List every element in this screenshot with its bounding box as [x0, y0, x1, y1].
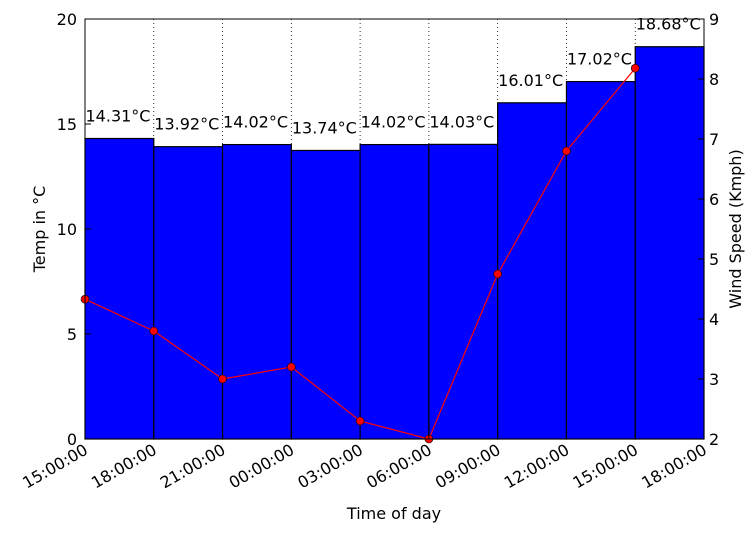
y2-tick-label: 9 [709, 10, 719, 29]
x-tick-label: 15:00:00 [19, 440, 91, 492]
y2-tick-label: 6 [709, 190, 719, 209]
wind-speed-point [630, 63, 640, 73]
bar-value-label: 14.31°C [86, 106, 151, 125]
x-tick-label: 00:00:00 [226, 440, 298, 492]
bar-value-labels: 14.31°C 13.92°C 14.02°C 13.74°C 14.02°C 14.03… [86, 15, 701, 138]
y-tick-label: 20 [57, 10, 77, 29]
temperature-bar [634, 46, 705, 440]
wind-speed-point [218, 374, 227, 384]
x-tick-label: 03:00:00 [294, 440, 366, 492]
bar-value-label: 18.68°C [636, 15, 701, 34]
x-tick-label: 18:00:00 [88, 440, 160, 492]
temperature-bar [565, 80, 636, 440]
bar-value-label: 14.03°C [429, 112, 494, 131]
wind-speed-point [149, 326, 159, 336]
temperature-bar [359, 143, 430, 440]
x-tick-label: 15:00:00 [569, 440, 641, 492]
y2-tick-label: 4 [709, 310, 719, 329]
bar-value-label: 13.92°C [154, 115, 219, 134]
wind-speed-point [355, 416, 365, 426]
temperature-bar [497, 102, 568, 440]
bar-value-label: 13.74°C [292, 118, 357, 137]
y-tick-label: 10 [57, 220, 77, 239]
y2-tick-label: 7 [709, 130, 719, 149]
y-tick-label: 15 [57, 115, 77, 134]
temperature-bars [84, 46, 705, 440]
temperature-bar [221, 143, 292, 440]
y2-axis-label: Wind Speed (Kmph) [726, 149, 745, 308]
temperature-bar [153, 146, 224, 440]
y-tick-label: 0 [67, 430, 77, 449]
temperature-bar [84, 137, 155, 440]
y-tick-label: 5 [67, 325, 77, 344]
y2-tick-label: 2 [709, 430, 719, 449]
x-tick-label: 18:00:00 [638, 440, 710, 492]
x-axis-label: Time of day [346, 504, 441, 523]
temperature-bar [290, 149, 361, 440]
temperature-bar [428, 143, 499, 440]
y-axis-label: Temp in °C [30, 186, 49, 274]
bar-value-label: 17.02°C [567, 50, 632, 69]
wind-speed-line [80, 63, 640, 444]
x-tick-label: 06:00:00 [363, 440, 435, 492]
bar-value-label: 14.02°C [361, 113, 426, 132]
bar-value-label: 14.02°C [223, 113, 288, 132]
x-tick-label: 12:00:00 [501, 440, 573, 492]
y2-tick-label: 5 [709, 250, 719, 269]
x-tick-label: 09:00:00 [432, 440, 504, 492]
wind-speed-point [562, 146, 571, 156]
x-tick-label: 21:00:00 [157, 440, 229, 492]
bar-value-label: 16.01°C [498, 71, 563, 90]
wind-speed-point [493, 269, 502, 279]
wind-speed-point [287, 362, 296, 372]
y2-tick-label: 3 [709, 370, 719, 389]
y2-tick-label: 8 [709, 70, 719, 89]
